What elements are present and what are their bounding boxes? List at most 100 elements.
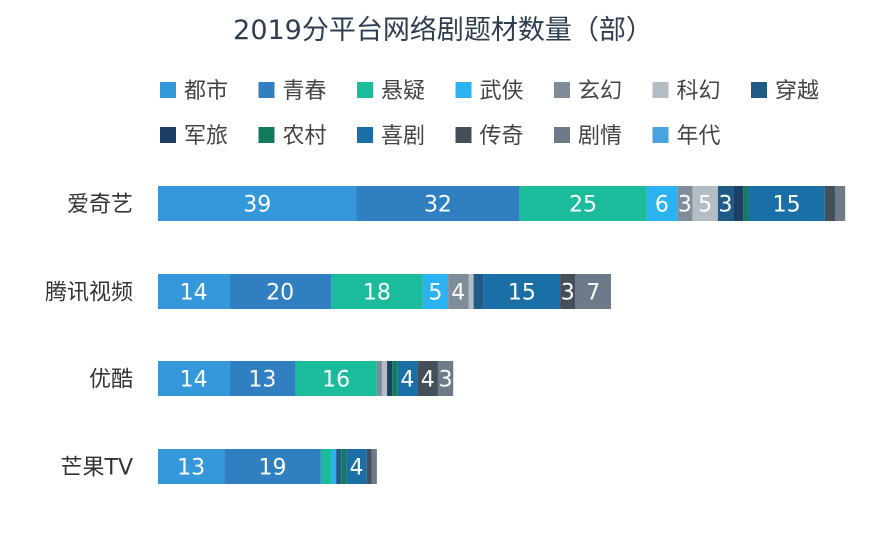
- bar-segment: [295, 361, 377, 396]
- legend-label: 喜剧: [381, 124, 425, 149]
- data-label: 6: [655, 193, 669, 218]
- legend-swatch: [160, 82, 176, 98]
- bar-segment: [158, 274, 230, 309]
- data-label: 4: [451, 281, 465, 306]
- legend-item: 穿越: [751, 79, 819, 104]
- legend-swatch: [258, 127, 275, 143]
- legend-item: 青春: [258, 79, 327, 104]
- legend-swatch: [160, 127, 176, 143]
- chart-title: 2019分平台网络剧题材数量（部）: [233, 15, 653, 46]
- bar-segment: [717, 186, 734, 221]
- data-label: 15: [508, 281, 536, 306]
- legend-item: 科幻: [652, 79, 721, 104]
- bar-segment: [519, 186, 647, 221]
- data-label: 4: [350, 456, 364, 481]
- bar-segment: [376, 361, 382, 396]
- bar-segment: [336, 449, 342, 484]
- legend-swatch: [751, 82, 767, 98]
- data-label: 4: [400, 368, 414, 393]
- legend-swatch: [258, 82, 275, 98]
- legend-item: 年代: [652, 124, 721, 149]
- category-label: 爱奇艺: [67, 193, 133, 218]
- bar-segment: [417, 361, 438, 396]
- legend-label: 武侠: [480, 79, 524, 104]
- legend-label: 都市: [184, 79, 228, 104]
- bar-segment: [392, 361, 398, 396]
- bar-segment: [448, 274, 469, 309]
- bar-segment: [748, 186, 825, 221]
- legend-swatch: [652, 127, 669, 143]
- bar-segment: [733, 186, 744, 221]
- bar-segment: [381, 361, 388, 396]
- bar-segment: [366, 449, 372, 484]
- bar-segment: [483, 274, 561, 309]
- data-label: 5: [428, 281, 442, 306]
- data-label: 13: [177, 456, 205, 481]
- data-label: 3: [719, 193, 733, 218]
- legend-item: 喜剧: [357, 124, 425, 149]
- legend-label: 悬疑: [381, 79, 425, 104]
- data-label: 19: [259, 456, 287, 481]
- bar-segment: [356, 186, 520, 221]
- legend-item: 军旅: [160, 124, 228, 149]
- legend-label: 年代: [677, 124, 721, 149]
- bar-segment: [229, 361, 296, 396]
- bar-segment: [575, 274, 612, 309]
- bar-segment: [692, 186, 718, 221]
- bar-segment: [646, 186, 678, 221]
- legend-swatch: [554, 127, 570, 143]
- data-label: 14: [180, 281, 208, 306]
- bar-segment: [677, 186, 693, 221]
- legend-swatch: [554, 82, 570, 98]
- data-label: 13: [248, 368, 276, 393]
- legend-swatch: [652, 82, 669, 98]
- data-label: 3: [678, 193, 692, 218]
- bar-segment: [397, 361, 418, 396]
- legend-label: 剧情: [578, 124, 622, 149]
- legend-swatch: [455, 127, 472, 143]
- legend-label: 穿越: [775, 79, 819, 104]
- bar-segment: [158, 449, 225, 484]
- legend-label: 军旅: [184, 124, 228, 149]
- data-label: 7: [586, 281, 600, 306]
- legend-label: 玄幻: [578, 79, 622, 104]
- legend-item: 都市: [160, 79, 228, 104]
- category-label: 芒果TV: [61, 456, 134, 481]
- legend-item: 武侠: [455, 79, 524, 104]
- bar-segment: [224, 449, 321, 484]
- bar-segment: [320, 449, 332, 484]
- legend-item: 悬疑: [357, 79, 425, 104]
- legend-label: 科幻: [677, 79, 721, 104]
- bar-segment: [158, 186, 357, 221]
- data-label: 15: [773, 193, 801, 218]
- bar-segment: [229, 274, 332, 309]
- legend-swatch: [357, 127, 373, 143]
- bar-segment: [158, 361, 230, 396]
- legend-item: 传奇: [455, 124, 524, 149]
- bar-segment: [422, 274, 449, 309]
- legend-item: 剧情: [554, 124, 622, 149]
- legend-label: 传奇: [480, 124, 524, 149]
- bar-segment: [468, 274, 474, 309]
- bar-segment: [834, 186, 846, 221]
- data-label: 4: [421, 368, 435, 393]
- bar-segment: [346, 449, 367, 484]
- data-label: 20: [266, 281, 294, 306]
- legend-item: 玄幻: [554, 79, 622, 104]
- data-label: 5: [698, 193, 712, 218]
- legend-label: 农村: [283, 124, 327, 149]
- legend-swatch: [357, 82, 373, 98]
- data-label: 14: [180, 368, 208, 393]
- data-label: 16: [322, 368, 350, 393]
- bar-segment: [387, 361, 393, 396]
- bar-segment: [331, 449, 337, 484]
- data-label: 39: [243, 193, 271, 218]
- category-label: 优酷: [89, 368, 133, 393]
- bar-segment: [743, 186, 749, 221]
- legend-swatch: [455, 82, 472, 98]
- data-label: 18: [363, 281, 391, 306]
